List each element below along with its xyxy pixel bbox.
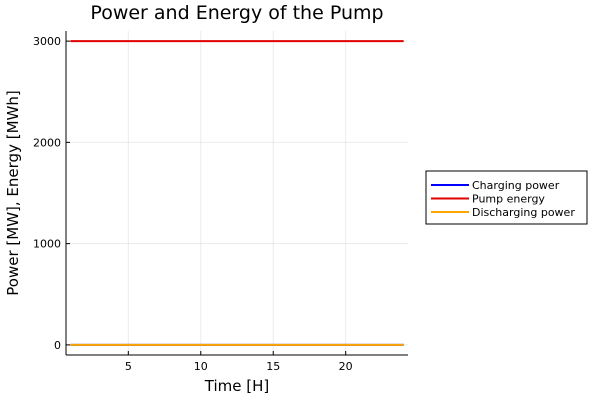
- y-tick-label: 0: [54, 339, 61, 352]
- legend-label: Discharging power: [472, 206, 575, 219]
- plot-frame: [65, 31, 408, 356]
- legend-label: Pump energy: [472, 193, 545, 206]
- y-tick-label: 2000: [33, 136, 61, 149]
- x-tick-label: 5: [125, 360, 132, 373]
- y-axis: 0 1000 2000 3000: [33, 35, 70, 352]
- legend-label: Charging power: [472, 179, 560, 192]
- x-tick-label: 15: [266, 360, 280, 373]
- series-lines: [70, 40, 404, 346]
- grid: [66, 31, 408, 355]
- x-axis: 5 10 15 20: [125, 351, 353, 373]
- y-tick-label: 1000: [33, 238, 61, 251]
- y-tick-label: 3000: [33, 35, 61, 48]
- y-axis-title: Power [MW], Energy [MWh]: [4, 90, 22, 295]
- x-tick-label: 10: [194, 360, 208, 373]
- chart-title: Power and Energy of the Pump: [90, 2, 383, 24]
- x-tick-label: 20: [339, 360, 353, 373]
- x-axis-title: Time [H]: [204, 377, 269, 395]
